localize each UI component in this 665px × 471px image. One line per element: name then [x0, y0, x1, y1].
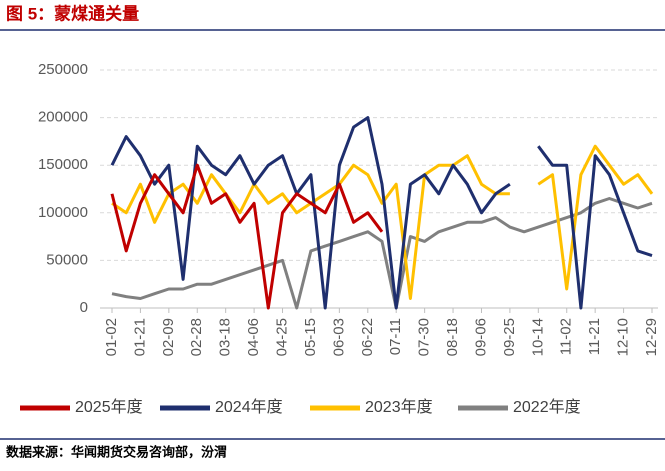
- y-tick-label: 200000: [38, 109, 88, 126]
- x-tick-label: 01-21: [131, 318, 148, 356]
- source-note: 数据来源：华闻期货交易咨询部，汾渭: [6, 444, 227, 459]
- x-tick-label: 03-18: [217, 318, 234, 356]
- x-tick-label: 05-15: [302, 318, 319, 356]
- series-line: [110, 163, 384, 310]
- y-tick-label: 100000: [38, 204, 88, 221]
- legend-label: 2022年度: [513, 398, 581, 416]
- x-tick-label: 04-06: [245, 318, 262, 356]
- legend-label: 2025年度: [75, 398, 143, 416]
- x-tick-label: 07-30: [416, 318, 433, 356]
- series-line: [110, 116, 653, 310]
- x-tick-label: 07-11: [387, 318, 404, 355]
- y-tick-label: 250000: [38, 61, 88, 78]
- x-tick-label: 04-25: [273, 318, 290, 356]
- x-tick-label: 09-06: [472, 318, 489, 356]
- x-tick-label: 06-22: [359, 318, 376, 356]
- y-tick-label: 0: [80, 299, 88, 316]
- x-tick-label: 01-02: [103, 318, 120, 356]
- x-tick-label: 02-28: [188, 318, 205, 356]
- x-tick-label: 11-21: [586, 318, 603, 355]
- x-tick-label: 12-29: [643, 318, 660, 356]
- x-tick-label: 12-10: [615, 318, 632, 356]
- x-tick-label: 11-02: [558, 318, 575, 355]
- y-tick-label: 50000: [46, 251, 88, 268]
- legend-label: 2024年度: [215, 398, 283, 416]
- x-tick-label: 06-03: [330, 318, 347, 356]
- chart-title: 图 5：蒙煤通关量: [6, 3, 139, 23]
- legend-label: 2023年度: [365, 398, 433, 416]
- x-tick-label: 09-25: [501, 318, 518, 356]
- y-tick-label: 150000: [38, 156, 88, 173]
- x-tick-label: 10-14: [529, 318, 546, 356]
- x-tick-label: 08-18: [444, 318, 461, 356]
- x-tick-label: 02-09: [160, 318, 177, 356]
- series-line: [111, 197, 653, 310]
